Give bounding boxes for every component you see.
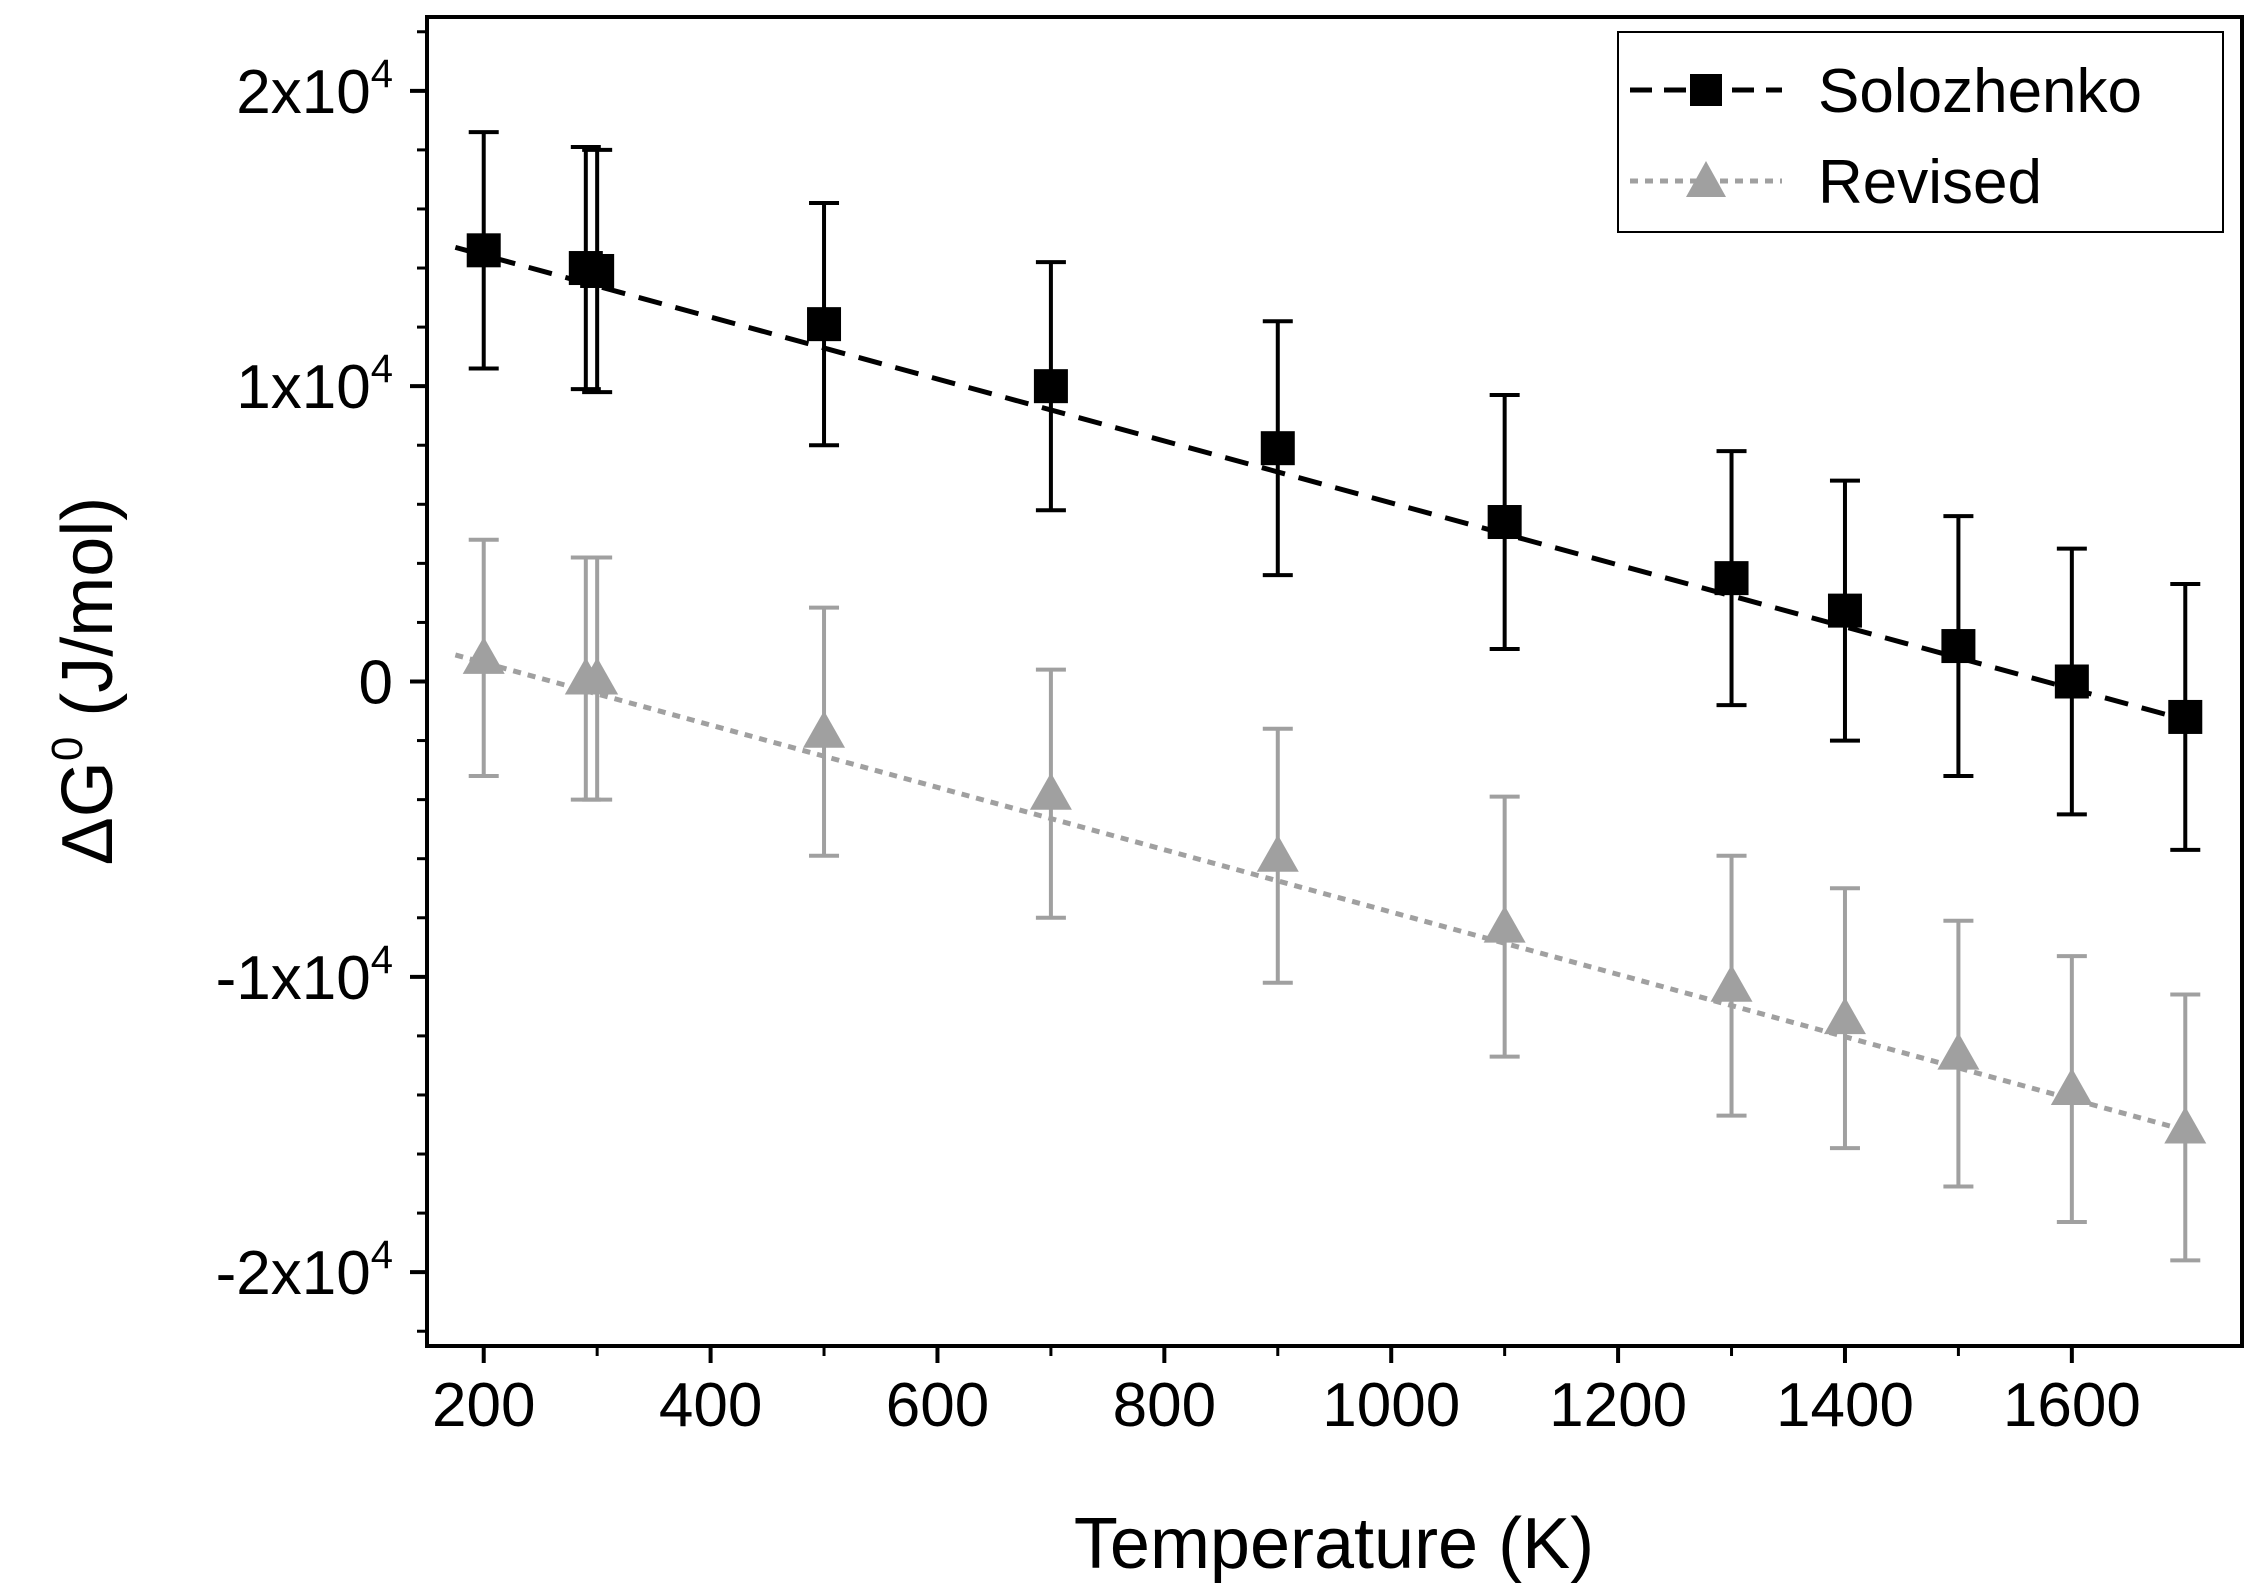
data-point-square	[1941, 629, 1976, 664]
y-tick-label-exponent: 4	[371, 52, 393, 96]
data-point-triangle	[1823, 997, 1866, 1035]
y-axis-title-unit: (J/mol)	[48, 497, 128, 737]
data-markers	[462, 233, 2207, 1144]
data-point-triangle	[803, 710, 846, 748]
data-point-triangle	[2050, 1068, 2093, 1106]
y-tick-label: 2x104	[236, 52, 393, 127]
data-point-square	[1827, 593, 1862, 628]
data-point-square	[1714, 561, 1749, 596]
y-tick-label-exponent: 4	[371, 938, 393, 982]
y-tick-label-exponent: 4	[371, 1233, 393, 1277]
fit-line-revised	[454, 652, 2198, 1136]
x-tick-label: 1000	[1322, 1371, 1460, 1440]
data-point-square	[1033, 369, 1068, 404]
y-tick-label: -2x104	[216, 1233, 393, 1308]
y-tick-label: -1x104	[216, 938, 393, 1013]
legend-label-revised: Revised	[1818, 148, 2042, 217]
fit-line-solozhenko	[454, 244, 2198, 726]
data-point-square	[580, 253, 615, 288]
data-point-square	[466, 233, 501, 268]
legend-box	[1617, 31, 2224, 233]
x-tick-label: 800	[1113, 1371, 1216, 1440]
y-tick-label-base: 0	[359, 649, 393, 718]
legend-marker-revised	[1686, 161, 1726, 197]
data-point-triangle	[2164, 1106, 2207, 1144]
legend-label-solozhenko: Solozhenko	[1818, 57, 2142, 126]
data-point-triangle	[1029, 772, 1072, 810]
data-point-square	[2168, 699, 2203, 734]
x-tick-label: 200	[432, 1371, 535, 1440]
x-tick-label: 600	[886, 1371, 989, 1440]
error-bars	[468, 130, 2201, 1263]
data-point-square	[1487, 505, 1522, 540]
data-point-triangle	[1256, 834, 1299, 872]
y-tick-label-base: -2x10	[216, 1239, 371, 1308]
data-point-square	[807, 307, 842, 342]
legend-marker-solozhenko	[1690, 74, 1722, 106]
y-tick-label-exponent: 4	[371, 347, 393, 391]
x-tick-label: 1400	[1776, 1371, 1914, 1440]
x-tick-label: 1200	[1549, 1371, 1687, 1440]
data-point-triangle	[462, 636, 505, 674]
data-point-triangle	[1937, 1032, 1980, 1070]
plot-frame	[425, 15, 2244, 1348]
y-axis-title: ΔG0 (J/mol)	[43, 497, 128, 866]
y-tick-label-base: -1x10	[216, 944, 371, 1013]
x-tick-label: 1600	[2003, 1371, 2141, 1440]
y-axis-title-main: ΔG	[48, 761, 128, 865]
x-axis-title: Temperature (K)	[1074, 1504, 1594, 1584]
legend: Solozhenko Revised	[1617, 31, 2224, 233]
y-tick-label: 1x104	[236, 347, 393, 422]
data-point-triangle	[576, 657, 619, 695]
y-tick-label-base: 2x10	[236, 58, 370, 127]
data-point-square	[1260, 431, 1295, 466]
data-point-triangle	[1483, 905, 1526, 943]
x-tick-label: 400	[659, 1371, 762, 1440]
fit-lines	[454, 244, 2198, 1136]
tick-labels: 200 400 600 800 1000 1200 1400 16002x1041x1040-…	[216, 52, 2141, 1440]
data-point-square	[2054, 664, 2089, 699]
y-axis-title-sup: 0	[43, 737, 92, 761]
y-tick-label: 0	[359, 649, 393, 718]
data-point-triangle	[1710, 964, 1753, 1002]
y-tick-label-base: 1x10	[236, 353, 370, 422]
